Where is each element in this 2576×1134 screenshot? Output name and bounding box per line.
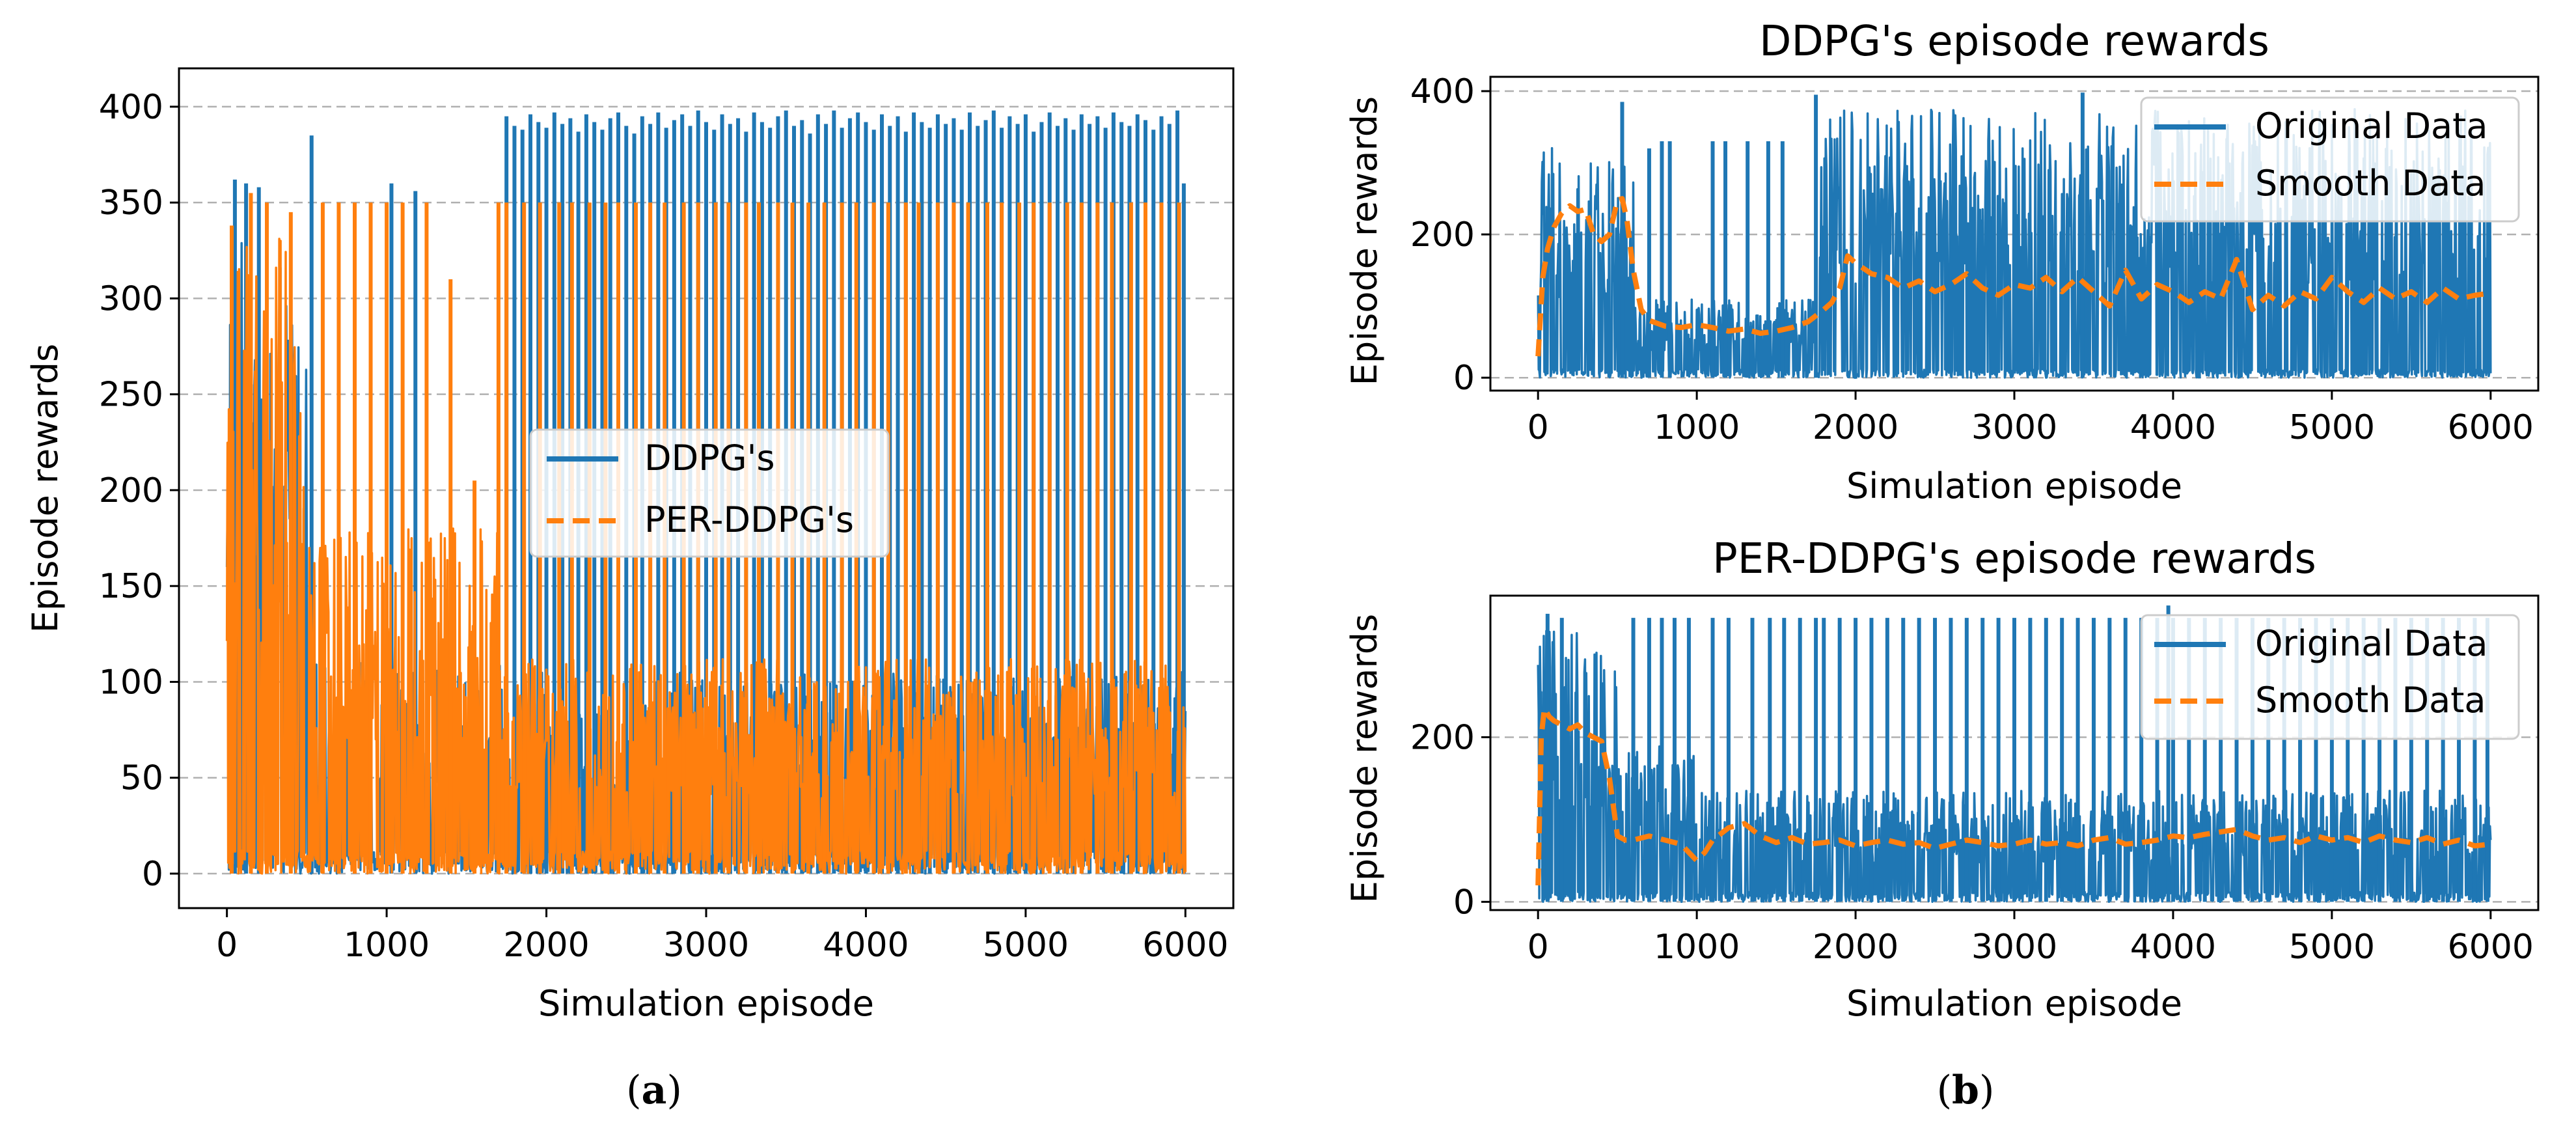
ytick-label: 300 <box>99 279 163 318</box>
xtick-label: 3000 <box>1971 408 2057 447</box>
ytick-label: 50 <box>120 759 163 798</box>
panel-b-bottom-legend: Original Data Smooth Data <box>2140 614 2520 740</box>
xtick-label: 5000 <box>2289 928 2375 967</box>
panel-b-top-title: DDPG's episode rewards <box>1759 18 2269 66</box>
panel-b-bottom-legend-box <box>2140 614 2520 740</box>
panel-b-bottom-legend-label-0: Original Data <box>2255 623 2487 664</box>
caption-a: (a) <box>626 1068 682 1113</box>
panel-a-legend-label-0: DDPG's <box>644 437 775 478</box>
xtick-label: 0 <box>1528 928 1549 967</box>
xtick-label: 0 <box>1528 408 1549 447</box>
panel-b-top-legend-label-1: Smooth Data <box>2255 163 2486 204</box>
panel-a-ylabel: Episode rewards <box>25 344 66 633</box>
xtick-label: 4000 <box>823 926 909 965</box>
caption-a-close: ) <box>666 1068 681 1113</box>
panel-a: 0 1000 2000 3000 4000 5000 6000 0 50 100 150 200 25… <box>25 67 1235 1024</box>
ytick-label: 150 <box>99 567 163 606</box>
caption-b-open: ( <box>1937 1068 1952 1113</box>
xtick-label: 2000 <box>1813 928 1898 967</box>
ytick-label: 0 <box>1453 359 1475 398</box>
panel-b-top-legend: Original Data Smooth Data <box>2140 96 2520 223</box>
panel-b-top-yticks: 0 200 400 <box>1410 72 1490 398</box>
xtick-label: 5000 <box>2289 408 2375 447</box>
panel-b-bottom-legend-label-1: Smooth Data <box>2255 680 2486 721</box>
ytick-label: 100 <box>99 663 163 702</box>
panel-b-bottom-xticks: 0 1000 2000 3000 4000 5000 6000 <box>1528 910 2534 967</box>
panel-a-yticks: 0 50 100 150 200 250 300 350 400 <box>99 88 179 894</box>
panel-b-bottom-yticks: 0 200 <box>1410 718 1490 922</box>
ytick-label: 400 <box>1410 72 1475 111</box>
xtick-label: 6000 <box>1142 926 1228 965</box>
panel-b-top-legend-box <box>2140 96 2520 223</box>
xtick-label: 1000 <box>344 926 430 965</box>
ytick-label: 250 <box>99 376 163 415</box>
panel-b-top-series <box>1535 92 2492 379</box>
caption-b-close: ) <box>1979 1068 1994 1113</box>
caption-a-letter: a <box>642 1068 667 1113</box>
panel-b-top-xticks: 0 1000 2000 3000 4000 5000 6000 <box>1528 391 2534 447</box>
xtick-label: 6000 <box>2448 408 2534 447</box>
caption-b-letter: b <box>1952 1068 1979 1113</box>
ytick-label: 400 <box>99 88 163 127</box>
ytick-label: 0 <box>1453 883 1475 922</box>
xtick-label: 1000 <box>1654 928 1740 967</box>
xtick-label: 2000 <box>1813 408 1898 447</box>
panel-b-bottom-ylabel: Episode rewards <box>1344 614 1385 903</box>
panel-a-xticks: 0 1000 2000 3000 4000 5000 6000 <box>216 908 1229 965</box>
ytick-label: 0 <box>142 855 163 894</box>
xtick-label: 5000 <box>983 926 1069 965</box>
panel-a-legend-label-1: PER-DDPG's <box>644 499 854 540</box>
series-smooth-line <box>1535 706 2491 886</box>
panel-b-bottom-title: PER-DDPG's episode rewards <box>1712 535 2316 583</box>
caption-b: (b) <box>1937 1068 1995 1113</box>
ytick-label: 200 <box>1410 718 1475 757</box>
panel-b-bottom: PER-DDPG's episode rewards 0 1000 2000 3000… <box>1344 535 2540 1024</box>
xtick-label: 0 <box>216 926 238 965</box>
ytick-label: 350 <box>99 184 163 223</box>
xtick-label: 2000 <box>503 926 589 965</box>
xtick-label: 4000 <box>2130 408 2216 447</box>
xtick-label: 3000 <box>1971 928 2057 967</box>
xtick-label: 1000 <box>1654 408 1740 447</box>
panel-b-bottom-xlabel: Simulation episode <box>1846 983 2182 1024</box>
panel-a-xlabel: Simulation episode <box>538 983 874 1024</box>
ytick-label: 200 <box>1410 215 1475 255</box>
panel-b-top-legend-label-0: Original Data <box>2255 105 2487 146</box>
panel-a-legend-box <box>529 428 890 558</box>
ytick-label: 200 <box>99 471 163 510</box>
xtick-label: 6000 <box>2448 928 2534 967</box>
caption-a-open: ( <box>626 1068 641 1113</box>
series-smooth-line <box>1535 196 2491 357</box>
panel-a-legend: DDPG's PER-DDPG's <box>529 428 890 558</box>
xtick-label: 4000 <box>2130 928 2216 967</box>
panel-b-top: DDPG's episode rewards 0 1000 2000 3000 4000… <box>1344 18 2540 506</box>
panel-b-top-ylabel: Episode rewards <box>1344 96 1385 385</box>
panel-b-top-xlabel: Simulation episode <box>1846 465 2182 506</box>
xtick-label: 3000 <box>663 926 749 965</box>
